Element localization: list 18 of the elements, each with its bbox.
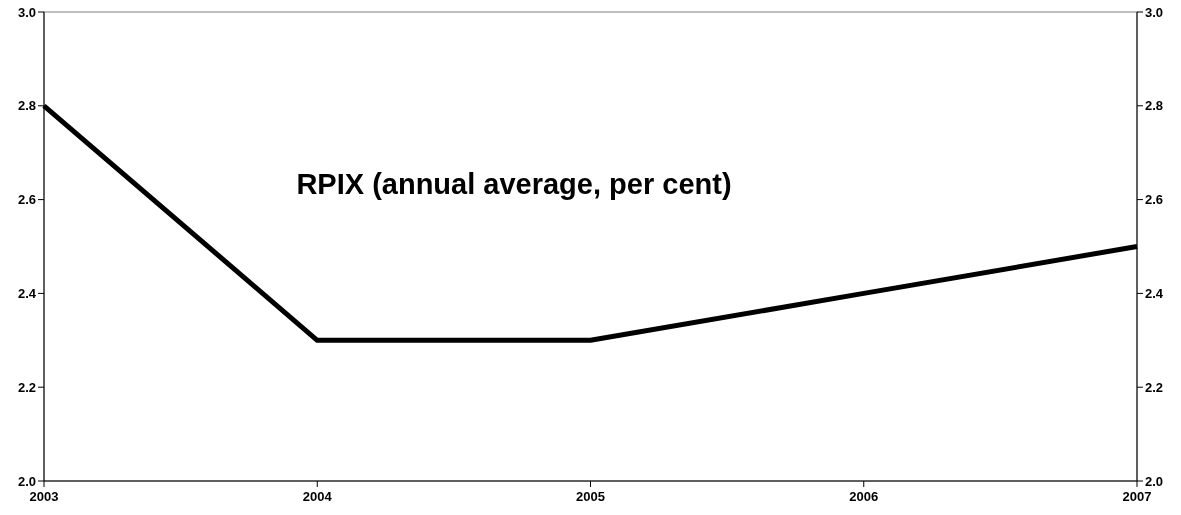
x-tick-label: 2003	[29, 489, 59, 504]
y2-tick-label: 3.0	[1145, 4, 1164, 20]
y2-tick-label: 2.4	[1145, 285, 1164, 301]
text: RPIX (annual average, per cent)	[296, 167, 732, 200]
x-tick-label: 2007	[1122, 489, 1152, 504]
y2-tick-label: 2.0	[1145, 473, 1164, 489]
y2-tick-label: 2.6	[1145, 192, 1164, 208]
y-tick-label: 2.6	[17, 192, 36, 208]
x-tick-label: 2006	[849, 489, 879, 504]
y-tick-label: 2.2	[17, 379, 36, 395]
y-tick-label: 2.4	[17, 285, 37, 301]
y2-tick-label: 2.8	[1145, 98, 1164, 114]
y-tick-label: 3.0	[17, 4, 36, 20]
x-tick-label: 2005	[576, 489, 605, 504]
y-tick-label: 2.0	[17, 473, 36, 489]
y2-tick-label: 2.2	[1145, 379, 1164, 395]
y-tick-label: 2.8	[17, 98, 36, 114]
x-tick-label: 2004	[302, 489, 333, 504]
